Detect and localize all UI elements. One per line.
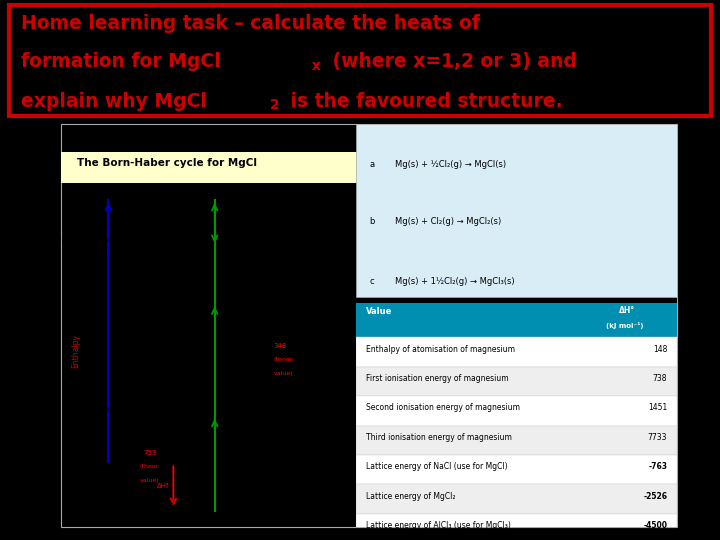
Text: The Born-Haber cycle for MgCl: The Born-Haber cycle for MgCl: [76, 158, 256, 168]
Text: b: b: [369, 217, 374, 226]
Text: x: x: [312, 58, 321, 72]
Text: 148: 148: [653, 345, 667, 354]
Text: ΔH°: ΔH°: [619, 306, 635, 315]
Text: -763: -763: [648, 462, 667, 471]
Text: +738: +738: [219, 273, 238, 279]
Text: explain why MgCl: explain why MgCl: [22, 92, 207, 111]
Bar: [356, 455, 677, 484]
Text: (theor.: (theor.: [274, 357, 294, 362]
Bar: [356, 514, 677, 540]
Bar: [356, 124, 677, 297]
Text: First ionisation energy of magnesium: First ionisation energy of magnesium: [366, 374, 508, 383]
Text: Use the data to calculate the heat of formation of MgCl, MgCl₂ & MgCl₃: Use the data to calculate the heat of fo…: [76, 138, 413, 147]
Text: Lattice energy of MgCl₂: Lattice energy of MgCl₂: [366, 491, 456, 501]
Text: Mg⁺(g) + e⁻ + ½Cl₂(g): Mg⁺(g) + e⁻ + ½Cl₂(g): [40, 236, 119, 243]
Text: Home learning task – calculate the heats of: Home learning task – calculate the heats…: [22, 14, 480, 33]
Text: Mg⁺(g) + Cl(g): Mg⁺(g) + Cl(g): [157, 292, 208, 299]
Text: a: a: [369, 160, 374, 170]
Text: (where x=1,2 or 3) and: (where x=1,2 or 3) and: [326, 52, 577, 71]
Text: Mg(s) + ½Cl₂(g): Mg(s) + ½Cl₂(g): [95, 450, 151, 457]
Text: +148: +148: [219, 436, 238, 442]
Text: 2: 2: [270, 98, 279, 112]
Text: 348: 348: [274, 343, 287, 349]
Text: formation for MgCl: formation for MgCl: [22, 52, 221, 71]
Text: Second ionisation energy of magnesium: Second ionisation energy of magnesium: [366, 403, 520, 413]
Text: (kJ mol⁻¹): (kJ mol⁻¹): [606, 322, 644, 329]
Bar: [356, 426, 677, 455]
Text: -2526: -2526: [643, 491, 667, 501]
Bar: [356, 338, 677, 367]
Text: 7733: 7733: [648, 433, 667, 442]
Text: value): value): [274, 372, 293, 376]
Text: (theor.: (theor.: [140, 464, 160, 469]
Bar: [356, 367, 677, 396]
Text: Mg(s) + 1½Cl₂(g) → MgCl₃(s): Mg(s) + 1½Cl₂(g) → MgCl₃(s): [395, 277, 515, 286]
Bar: [61, 152, 677, 183]
Text: Lattice energy of AlCl₃ (use for MgCl₃): Lattice energy of AlCl₃ (use for MgCl₃): [366, 521, 511, 530]
Text: c: c: [369, 277, 374, 286]
Text: is the favoured structure.: is the favoured structure.: [284, 92, 563, 111]
Text: Mg(s) + Cl₂(g) → MgCl₂(s): Mg(s) + Cl₂(g) → MgCl₂(s): [395, 217, 501, 226]
Text: Value: Value: [366, 307, 392, 316]
Text: Mg²⁺(m) + e⁻ + Cl(g): Mg²⁺(m) + e⁻ + Cl(g): [68, 188, 143, 196]
Text: Lattice energy of NaCl (use for MgCl): Lattice energy of NaCl (use for MgCl): [366, 462, 508, 471]
Text: Enthalpy: Enthalpy: [71, 334, 81, 368]
Text: 753: 753: [143, 450, 156, 456]
Text: Mg(s) + ½Cl₂(g) → MgCl(s): Mg(s) + ½Cl₂(g) → MgCl(s): [395, 160, 506, 170]
Text: Vg(s) + ½Cl₂(l): Vg(s) + ½Cl₂(l): [95, 405, 148, 411]
Bar: [356, 396, 677, 426]
Text: 738: 738: [653, 374, 667, 383]
Text: Enthalpy of atomisation of magnesium: Enthalpy of atomisation of magnesium: [366, 345, 515, 354]
Text: value): value): [140, 478, 160, 483]
Text: MgCl: MgCl: [397, 158, 426, 168]
Text: Third ionisation energy of magnesium: Third ionisation energy of magnesium: [366, 433, 512, 442]
Text: +122: +122: [219, 221, 238, 227]
Text: -4500: -4500: [643, 521, 667, 530]
Text: ΔHf: ΔHf: [156, 483, 169, 489]
Text: VgCl(s): VgCl(s): [157, 500, 182, 507]
Bar: [356, 303, 677, 338]
Bar: [356, 484, 677, 514]
Text: 1451: 1451: [648, 403, 667, 413]
